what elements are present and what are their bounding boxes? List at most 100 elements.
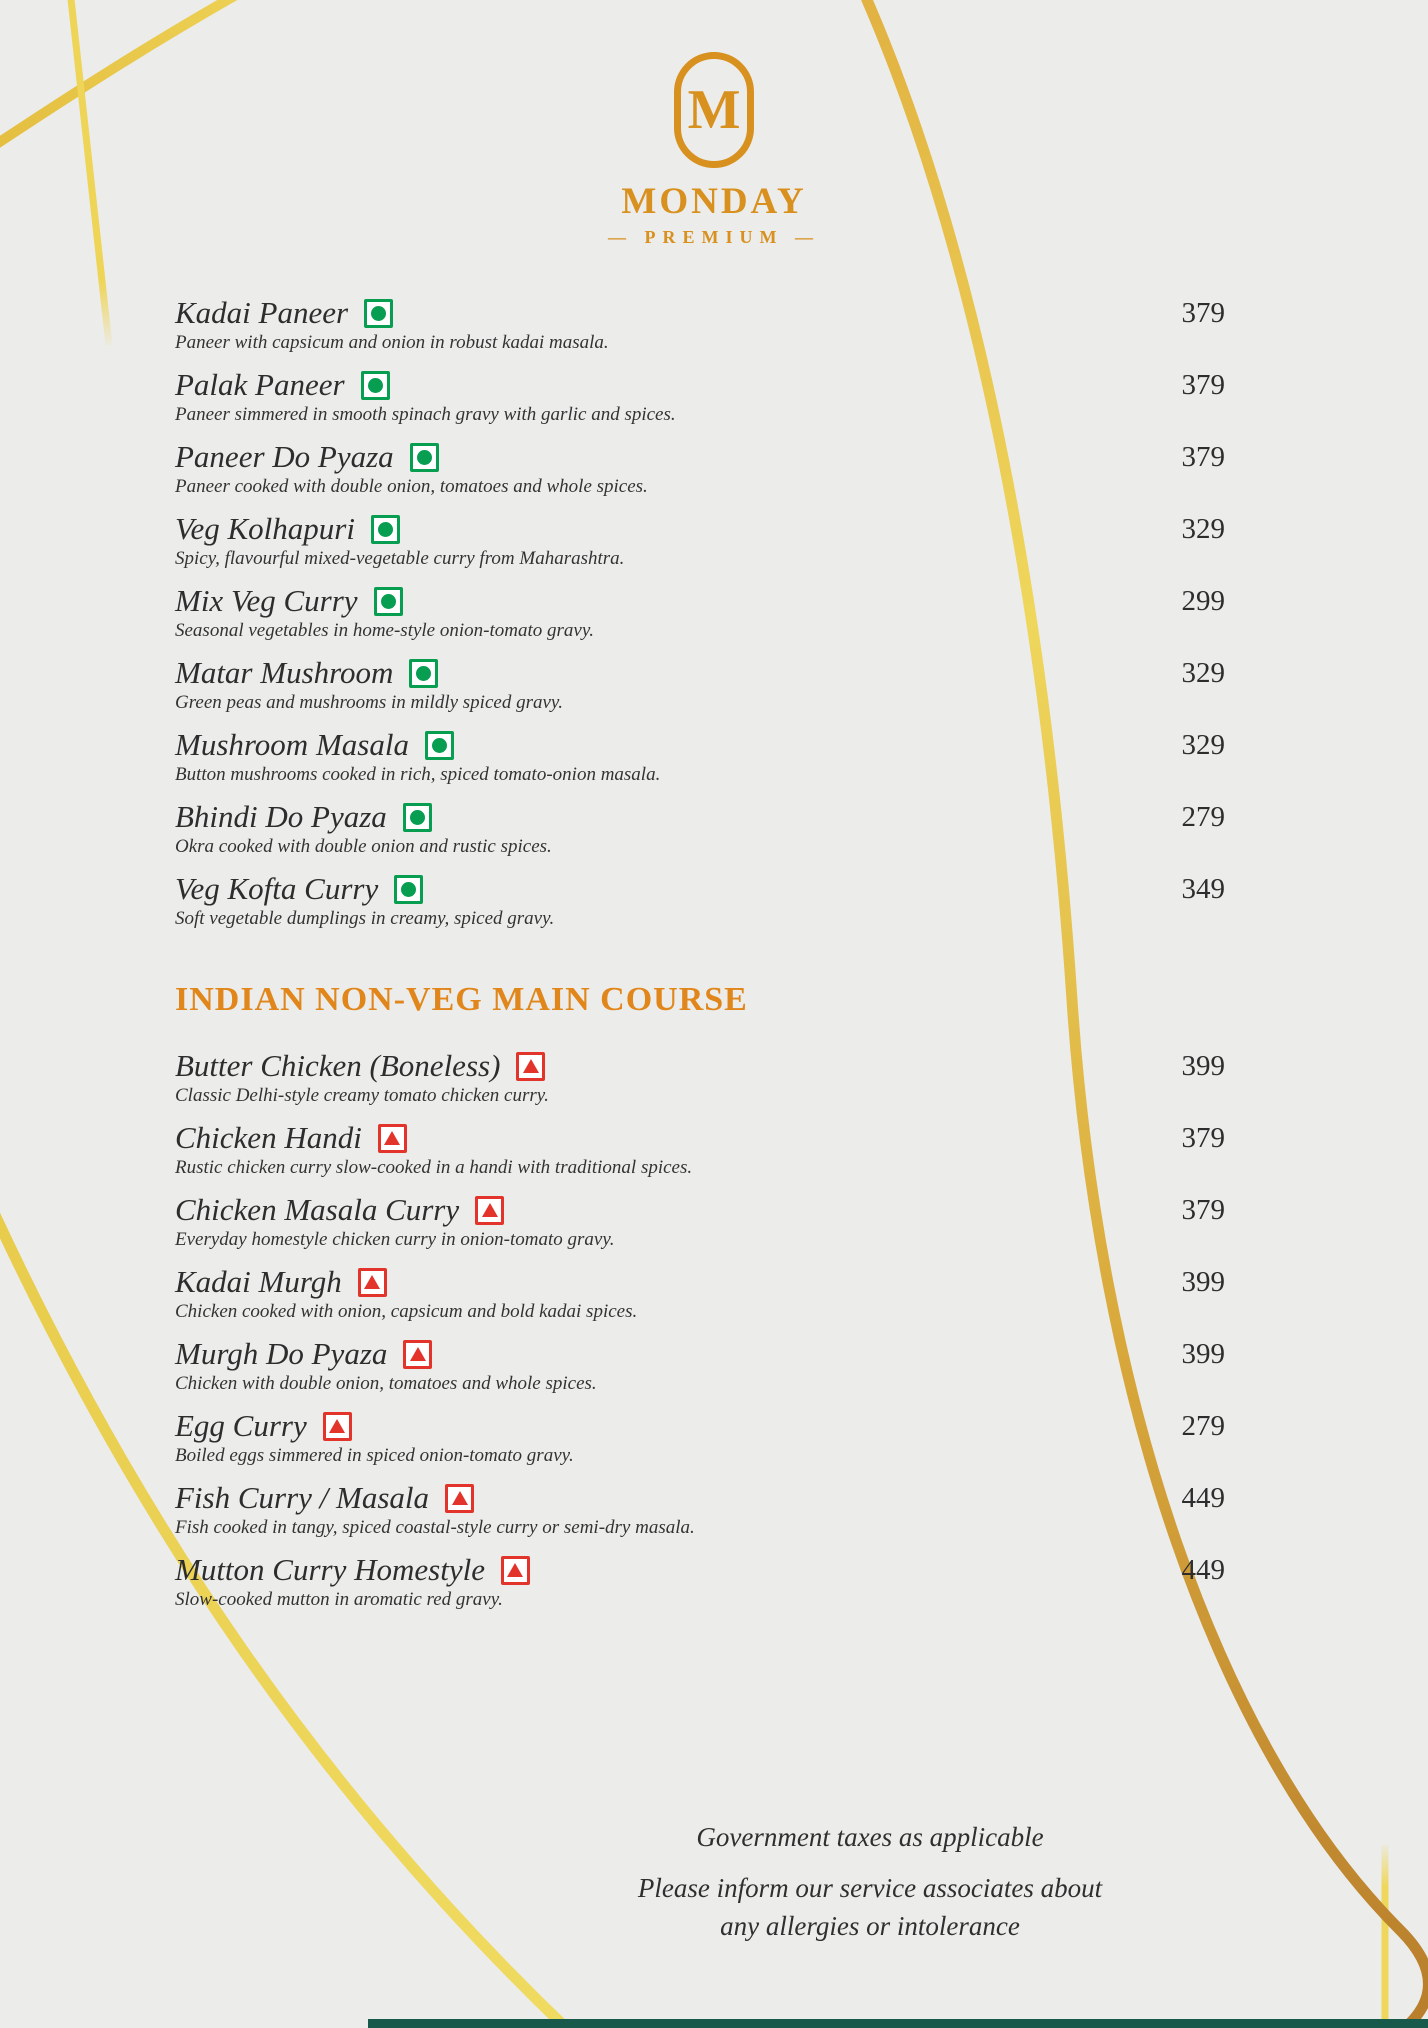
veg-icon [402,802,432,832]
item-name: Mutton Curry Homestyle [175,1552,485,1587]
menu-item-head: Palak Paneer 379 [175,368,1225,402]
item-description: Soft vegetable dumplings in creamy, spic… [175,908,555,929]
item-price: 399 [1181,1050,1226,1082]
menu-item-title-wrap: Mix Veg Curry [175,584,403,618]
nonveg-items-list: Butter Chicken (Boneless) 399 Classic De… [175,1049,1225,1612]
diet-mark [380,593,396,609]
item-price: 299 [1181,585,1226,617]
menu-body: Kadai Paneer 379 Paneer with capsicum an… [175,296,1225,1625]
menu-item-title-wrap: Veg Kolhapuri [175,512,400,546]
diet-mark [431,737,447,753]
item-description: Okra cooked with double onion and rustic… [175,836,552,857]
footer-allergy-note-line1: Please inform our service associates abo… [637,1873,1103,1903]
item-price: 379 [1181,297,1226,329]
item-description: Rustic chicken curry slow-cooked in a ha… [175,1157,693,1178]
footer-notes: Government taxes as applicable Please in… [430,1822,1310,1945]
diet-mark [507,1563,524,1577]
menu-item-title-wrap: Kadai Murgh [175,1265,387,1299]
diet-mark [409,809,425,825]
menu-item-title-wrap: Mushroom Masala [175,728,454,762]
diet-mark [364,1275,381,1289]
menu-item: Egg Curry 279 Boiled eggs simmered in sp… [175,1409,1225,1468]
veg-items-list: Kadai Paneer 379 Paneer with capsicum an… [175,296,1225,931]
diet-mark [371,305,387,321]
veg-icon [370,514,400,544]
item-name: Chicken Handi [175,1120,362,1155]
item-description: Chicken with double onion, tomatoes and … [175,1373,597,1394]
brand-monogram: M [687,79,741,141]
item-name: Kadai Murgh [175,1264,342,1299]
item-description: Fish cooked in tangy, spiced coastal-sty… [175,1517,695,1538]
diet-mark [401,881,417,897]
item-price: 329 [1181,657,1226,689]
menu-item-title-wrap: Kadai Paneer [175,295,394,330]
item-price: 379 [1181,369,1226,401]
diet-mark [481,1203,498,1217]
item-price: 329 [1181,513,1226,545]
item-price: 399 [1181,1266,1226,1298]
menu-item-head: Veg Kolhapuri 329 [175,512,1225,546]
item-price: 449 [1181,1482,1226,1514]
item-name: Egg Curry [175,1408,307,1443]
menu-item-title-wrap: Bhindi Do Pyaza [175,800,432,834]
item-price: 349 [1181,873,1226,905]
diet-mark [451,1491,468,1505]
menu-item-head: Mushroom Masala 329 [175,728,1225,762]
item-description: Paneer cooked with double onion, tomatoe… [175,476,648,497]
nonveg-icon [516,1051,546,1081]
menu-item: Kadai Paneer 379 Paneer with capsicum an… [175,296,1225,355]
menu-item: Palak Paneer 379 Paneer simmered in smoo… [175,368,1225,427]
veg-icon [360,370,390,400]
nonveg-icon [322,1411,352,1441]
footer-accent-bar [368,2019,1428,2028]
item-price: 449 [1181,1554,1226,1586]
diet-mark [367,377,383,393]
item-price: 279 [1181,801,1226,833]
gold-arc-top-left [0,0,238,148]
menu-item-title-wrap: Butter Chicken (Boneless) [175,1048,546,1083]
nonveg-icon [475,1195,505,1225]
item-description: Everyday homestyle chicken curry in onio… [175,1229,615,1250]
menu-item: Murgh Do Pyaza 399 Chicken with double o… [175,1337,1225,1396]
item-name: Kadai Paneer [175,295,349,330]
item-name: Paneer Do Pyaza [175,439,394,474]
menu-item-head: Chicken Handi 379 [175,1121,1225,1155]
item-price: 279 [1181,1410,1226,1442]
menu-item-title-wrap: Egg Curry [175,1409,352,1443]
item-description: Seasonal vegetables in home-style onion-… [175,620,594,641]
diet-mark [409,1347,426,1361]
diet-mark [377,521,393,537]
menu-item-head: Mix Veg Curry 299 [175,584,1225,618]
diet-mark [416,449,432,465]
menu-item: Chicken Masala Curry 379 Everyday homest… [175,1193,1225,1252]
diet-mark [416,665,432,681]
item-name: Chicken Masala Curry [175,1192,460,1227]
menu-item: Mix Veg Curry 299 Seasonal vegetables in… [175,584,1225,643]
diet-mark [522,1059,539,1073]
brand-name: MONDAY [621,181,807,222]
item-name: Fish Curry / Masala [175,1480,430,1515]
menu-item-head: Egg Curry 279 [175,1409,1225,1443]
veg-icon [373,586,403,616]
nonveg-icon [377,1123,407,1153]
menu-item: Paneer Do Pyaza 379 Paneer cooked with d… [175,440,1225,499]
item-price: 379 [1181,441,1226,473]
item-name: Bhindi Do Pyaza [175,799,387,834]
menu-item-head: Kadai Paneer 379 [175,296,1225,330]
menu-item: Chicken Handi 379 Rustic chicken curry s… [175,1121,1225,1180]
veg-icon [364,298,394,328]
menu-item-title-wrap: Palak Paneer [175,368,390,402]
menu-item-title-wrap: Chicken Handi [175,1121,407,1155]
menu-item: Kadai Murgh 399 Chicken cooked with onio… [175,1265,1225,1324]
veg-icon [409,658,439,688]
section-title-nonveg: INDIAN NON-VEG MAIN COURSE [175,981,748,1018]
menu-item-title-wrap: Mutton Curry Homestyle [175,1553,530,1587]
menu-item-title-wrap: Veg Kofta Curry [175,872,424,906]
menu-item-head: Paneer Do Pyaza 379 [175,440,1225,474]
item-name: Butter Chicken (Boneless) [175,1048,501,1083]
menu-item: Veg Kolhapuri 329 Spicy, flavourful mixe… [175,512,1225,571]
diet-mark [329,1419,346,1433]
item-description: Chicken cooked with onion, capsicum and … [175,1301,638,1322]
